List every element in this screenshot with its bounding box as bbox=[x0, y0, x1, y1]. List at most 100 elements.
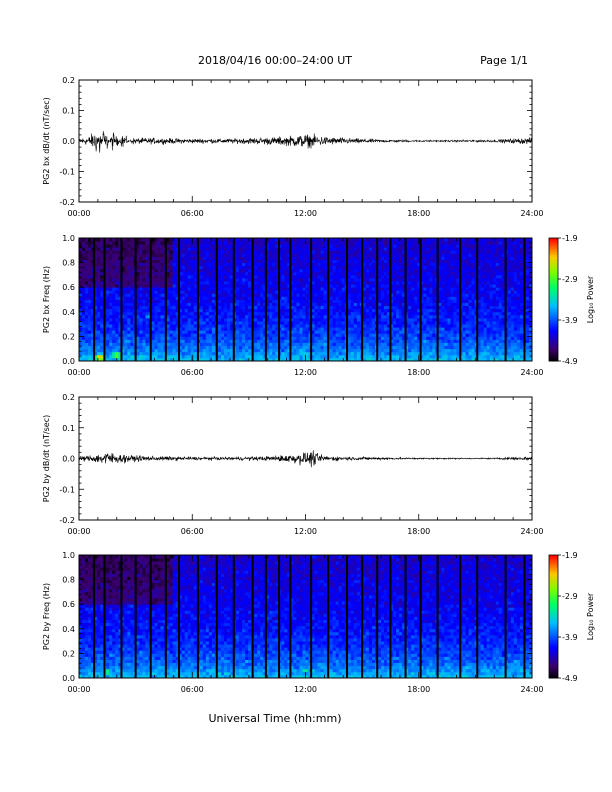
spectrogram-cell bbox=[236, 299, 240, 303]
spectrogram-cell bbox=[97, 281, 101, 285]
spectrogram-cell bbox=[205, 244, 210, 248]
spectrogram-cell bbox=[242, 262, 246, 267]
spectrogram-cell bbox=[296, 348, 300, 353]
spectrogram-cell bbox=[411, 357, 415, 362]
spectrogram-cell bbox=[169, 281, 174, 285]
spectrogram-cell bbox=[396, 247, 400, 251]
spectrogram-cell bbox=[335, 342, 340, 347]
spectrogram-cell bbox=[100, 268, 104, 273]
spectrogram-cell bbox=[365, 336, 370, 340]
spectrogram-cell bbox=[118, 311, 122, 316]
spectrogram-cell bbox=[242, 290, 246, 294]
spectrogram-cell bbox=[257, 265, 261, 270]
spectrogram-cell bbox=[217, 302, 222, 307]
spectrogram-cell bbox=[91, 238, 95, 242]
spectrogram-cell bbox=[284, 256, 288, 260]
spectrogram-cell bbox=[299, 268, 303, 273]
spectrogram-cell bbox=[157, 244, 161, 248]
spectrogram-cell bbox=[166, 302, 170, 307]
spectrogram-cell bbox=[205, 259, 210, 263]
spectrogram-cell bbox=[130, 238, 134, 242]
spectrogram-cell bbox=[97, 321, 101, 325]
spectrogram-cell bbox=[411, 238, 415, 242]
spectrogram-cell bbox=[236, 351, 240, 356]
spectrogram-cell bbox=[127, 247, 131, 251]
spectrogram-cell bbox=[202, 238, 207, 242]
spectrogram-cell bbox=[387, 314, 391, 319]
y-tick-label: -0.2 bbox=[59, 198, 75, 207]
spectrogram-cell bbox=[341, 265, 346, 270]
spectrogram-cell bbox=[411, 296, 415, 300]
spectrogram-cell bbox=[323, 271, 328, 276]
spectrogram-cell bbox=[356, 354, 361, 359]
spectrogram-cell bbox=[124, 268, 128, 273]
spectrogram-cell bbox=[350, 241, 355, 245]
spectrogram-cell bbox=[311, 339, 315, 343]
spectrogram-cell bbox=[323, 281, 328, 285]
spectrogram-cell bbox=[254, 327, 258, 331]
spectrogram-cell bbox=[181, 342, 186, 347]
spectrogram-cell bbox=[254, 336, 258, 340]
spectrogram-cell bbox=[151, 357, 155, 362]
spectrogram-cell bbox=[371, 357, 376, 362]
spectrogram-cell bbox=[281, 277, 285, 282]
spectrogram-cell bbox=[254, 348, 258, 353]
spectrogram-cell bbox=[124, 357, 128, 362]
spectrogram-cell bbox=[79, 244, 83, 248]
spectrogram-cell bbox=[399, 302, 403, 307]
spectrogram-cell bbox=[178, 351, 183, 356]
spectrogram-cell bbox=[320, 321, 325, 325]
spectrogram-cell bbox=[417, 351, 421, 356]
spectrogram-cell bbox=[353, 342, 358, 347]
spectrogram-cell bbox=[287, 271, 291, 276]
spectrogram-cell bbox=[284, 265, 288, 270]
spectrogram-cell bbox=[269, 333, 273, 337]
spectrogram-cell bbox=[323, 244, 328, 248]
spectrogram-cell bbox=[402, 244, 406, 248]
spectrogram-cell bbox=[100, 296, 104, 300]
spectrogram-cell bbox=[157, 348, 161, 353]
spectrogram-cell bbox=[426, 247, 430, 251]
spectrogram-cell bbox=[97, 262, 101, 267]
spectrogram-cell bbox=[236, 314, 240, 319]
spectrogram-cell bbox=[88, 290, 92, 294]
spectrogram-cell bbox=[172, 336, 177, 340]
spectrogram-cell bbox=[396, 244, 400, 248]
spectrogram-cell bbox=[242, 299, 246, 303]
spectrogram-cell bbox=[417, 330, 421, 334]
spectrogram-cell bbox=[356, 351, 361, 356]
spectrogram-cell bbox=[193, 296, 198, 300]
spectrogram-cell bbox=[293, 327, 297, 331]
spectrogram-cell bbox=[275, 357, 279, 362]
spectrogram-cell bbox=[208, 293, 213, 297]
spectrogram-cell bbox=[323, 342, 328, 347]
spectrogram-cell bbox=[353, 259, 358, 263]
spectrogram-cell bbox=[287, 253, 291, 257]
spectrogram-cell bbox=[94, 314, 98, 319]
spectrogram-cell bbox=[220, 262, 225, 267]
spectrogram-cell bbox=[393, 339, 397, 343]
spectrogram-cell bbox=[414, 311, 418, 316]
spectrogram-cell bbox=[320, 290, 325, 294]
spectrogram-cell bbox=[332, 290, 337, 294]
spectrogram-cell bbox=[190, 287, 195, 291]
spectrogram-cell bbox=[396, 299, 400, 303]
spectrogram-cell bbox=[106, 336, 110, 340]
spectrogram-cell bbox=[377, 345, 382, 350]
spectrogram-cell bbox=[257, 345, 261, 350]
spectrogram-cell bbox=[97, 296, 101, 300]
spectrogram-cell bbox=[393, 354, 397, 359]
spectrogram-cell bbox=[127, 268, 131, 273]
spectrogram-cell bbox=[432, 348, 436, 353]
spectrogram-cell bbox=[362, 348, 367, 353]
spectrogram-cell bbox=[329, 336, 334, 340]
spectrogram-cell bbox=[402, 321, 406, 325]
spectrogram-cell bbox=[88, 354, 92, 359]
spectrogram-cell bbox=[211, 311, 216, 316]
spectrogram-cell bbox=[154, 330, 158, 334]
spectrogram-cell bbox=[417, 284, 421, 288]
spectrogram-cell bbox=[356, 345, 361, 350]
spectrogram-cell bbox=[338, 271, 343, 276]
spectrogram-cell bbox=[187, 311, 192, 316]
spectrogram-cell bbox=[211, 357, 216, 362]
